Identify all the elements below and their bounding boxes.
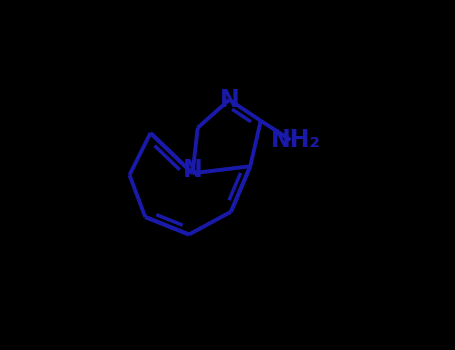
Text: N: N — [219, 88, 239, 112]
Text: N: N — [182, 158, 202, 182]
Text: NH₂: NH₂ — [271, 128, 321, 152]
